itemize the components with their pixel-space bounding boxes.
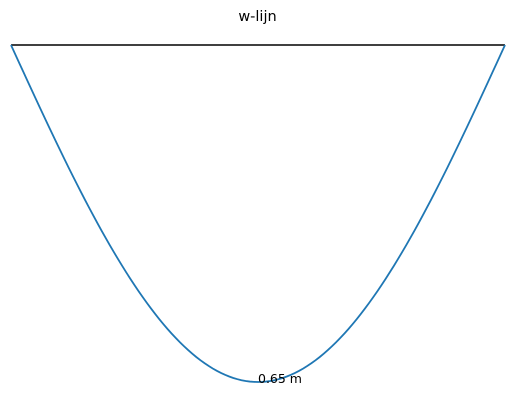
diagram-title: w-lijn <box>238 9 276 25</box>
max-deflection-label: 0.65 m <box>258 371 302 386</box>
deflection-curve <box>10 44 506 383</box>
